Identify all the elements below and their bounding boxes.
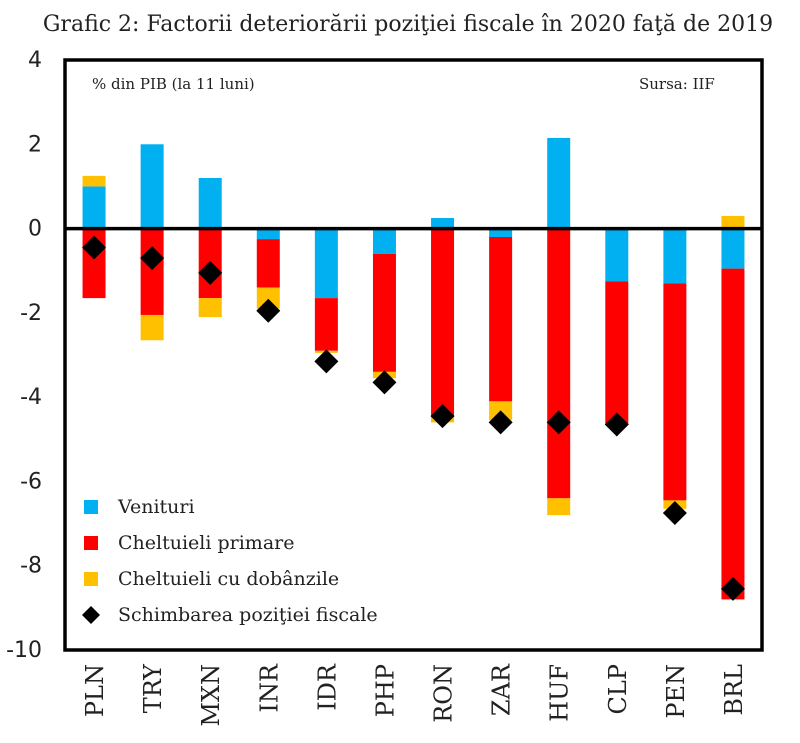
- marker-pen: [662, 501, 687, 526]
- marker-php: [372, 370, 397, 395]
- bar-segment-idr-series-0: [314, 228, 338, 299]
- x-category-label: MXN: [197, 664, 225, 727]
- bar-segment-try-series-0: [140, 144, 164, 229]
- bar-segment-pln-series-0: [82, 186, 106, 229]
- y-tick-label: -2: [20, 301, 42, 326]
- bar-segment-inr-series-2: [256, 287, 280, 309]
- bar-segment-clp-series-0: [605, 228, 629, 282]
- bar-segment-idr-series-1: [314, 298, 338, 351]
- marker-brl: [720, 576, 745, 601]
- bar-segment-try-series-2: [140, 314, 164, 341]
- marker-huf: [546, 410, 571, 435]
- bar-segment-pen-series-0: [663, 228, 687, 284]
- marker-idr: [314, 349, 339, 374]
- bar-segment-mxn-series-2: [198, 298, 222, 318]
- bar-segment-clp-series-1: [605, 281, 629, 425]
- source-note: Sursa: IIF: [639, 75, 715, 93]
- bar-segment-pen-series-1: [663, 283, 687, 501]
- bar-segment-zar-series-1: [489, 237, 513, 402]
- legend-swatch: [82, 606, 100, 624]
- bar-segment-huf-series-1: [547, 228, 571, 499]
- bar-segment-brl-series-2: [721, 215, 745, 229]
- y-tick-label: 2: [28, 132, 42, 157]
- bar-segment-php-series-0: [372, 228, 396, 254]
- y-tick-label: -10: [6, 638, 42, 663]
- y-tick-label: -4: [20, 385, 42, 410]
- y-tick-label: 4: [28, 48, 42, 73]
- unit-note: % din PIB (la 11 luni): [92, 75, 255, 93]
- legend-label: Venituri: [117, 496, 195, 518]
- bar-segment-pln-series-2: [82, 175, 106, 187]
- legend-label: Cheltuieli primare: [118, 532, 294, 554]
- marker-inr: [256, 298, 281, 323]
- y-tick-label: -6: [20, 469, 42, 494]
- x-category-label: PEN: [662, 664, 690, 719]
- x-category-label: RON: [430, 664, 458, 723]
- bar-segment-huf-series-0: [547, 137, 571, 229]
- legend-label: Cheltuieli cu dobânzile: [118, 568, 339, 590]
- x-category-label: IDR: [313, 663, 341, 711]
- bar-segment-mxn-series-0: [198, 178, 222, 229]
- bar-segment-brl-series-0: [721, 228, 745, 269]
- x-category-label: ZAR: [488, 663, 516, 716]
- marker-clp: [604, 412, 629, 437]
- x-category-label: HUF: [546, 664, 574, 722]
- legend-label: Schimbarea poziţiei fiscale: [118, 604, 378, 626]
- legend-swatch: [84, 500, 98, 514]
- bar-segment-inr-series-0: [256, 228, 280, 240]
- legend: Venituri Cheltuieli primare Cheltuieli cu …: [82, 496, 378, 626]
- bar-segment-inr-series-1: [256, 239, 280, 288]
- x-axis-categories: PLN TRY MXN INR IDR PHP RON ZAR HUF CLP PEN BRL: [81, 663, 748, 727]
- y-axis-ticks: 4 2 0 -2 -4 -6 -8 -10: [6, 48, 42, 663]
- legend-swatch: [84, 572, 98, 586]
- x-category-label: PLN: [81, 664, 109, 717]
- marker-pln: [82, 235, 107, 260]
- x-category-label: CLP: [604, 664, 632, 714]
- x-category-label: BRL: [720, 664, 748, 716]
- legend-swatch: [84, 536, 98, 550]
- bar-segment-zar-series-0: [489, 228, 513, 237]
- bar-segment-huf-series-2: [547, 498, 571, 516]
- bar-segment-php-series-1: [372, 253, 396, 372]
- x-category-label: TRY: [139, 663, 167, 713]
- marker-try: [140, 246, 165, 271]
- bar-layer: [82, 137, 745, 600]
- plot-frame: [63, 58, 764, 652]
- chart-title: Grafic 2: Factorii deteriorării poziţiei…: [43, 12, 773, 37]
- bar-segment-ron-series-1: [431, 228, 455, 417]
- marker-mxn: [198, 260, 223, 285]
- x-category-label: PHP: [371, 664, 399, 717]
- y-tick-label: -8: [20, 554, 42, 579]
- bar-segment-ron-series-0: [431, 218, 455, 229]
- marker-zar: [488, 410, 513, 435]
- y-tick-label: 0: [28, 217, 42, 242]
- marker-ron: [430, 404, 455, 429]
- marker-layer: [82, 235, 745, 601]
- x-category-label: INR: [255, 663, 283, 712]
- bar-segment-brl-series-1: [721, 268, 745, 600]
- bar-segment-try-series-1: [140, 228, 164, 315]
